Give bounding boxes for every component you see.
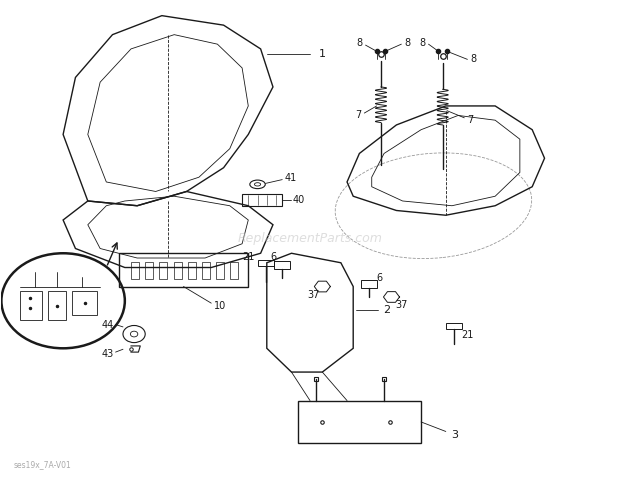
Text: 21: 21 [242,252,254,262]
Text: 8: 8 [419,38,425,48]
Text: 6: 6 [376,273,382,283]
Text: 8: 8 [404,38,410,48]
Text: 2: 2 [384,305,391,315]
Text: 40: 40 [293,195,305,205]
Text: 1: 1 [319,49,326,59]
Text: 41: 41 [284,173,296,183]
Text: 3: 3 [451,430,459,440]
Text: 7: 7 [355,110,361,120]
Text: 6: 6 [270,252,276,262]
Text: 21: 21 [461,330,474,340]
Text: ses19x_7A-V01: ses19x_7A-V01 [14,460,71,469]
Text: 44: 44 [102,319,113,329]
Text: 43: 43 [102,349,113,359]
Text: 8: 8 [356,38,363,48]
Text: ReplacementParts.com: ReplacementParts.com [237,232,383,246]
Text: 10: 10 [215,302,227,312]
Text: 7: 7 [467,115,474,125]
Text: 8: 8 [471,54,477,65]
Text: 37: 37 [395,300,407,310]
Text: 37: 37 [307,290,319,300]
